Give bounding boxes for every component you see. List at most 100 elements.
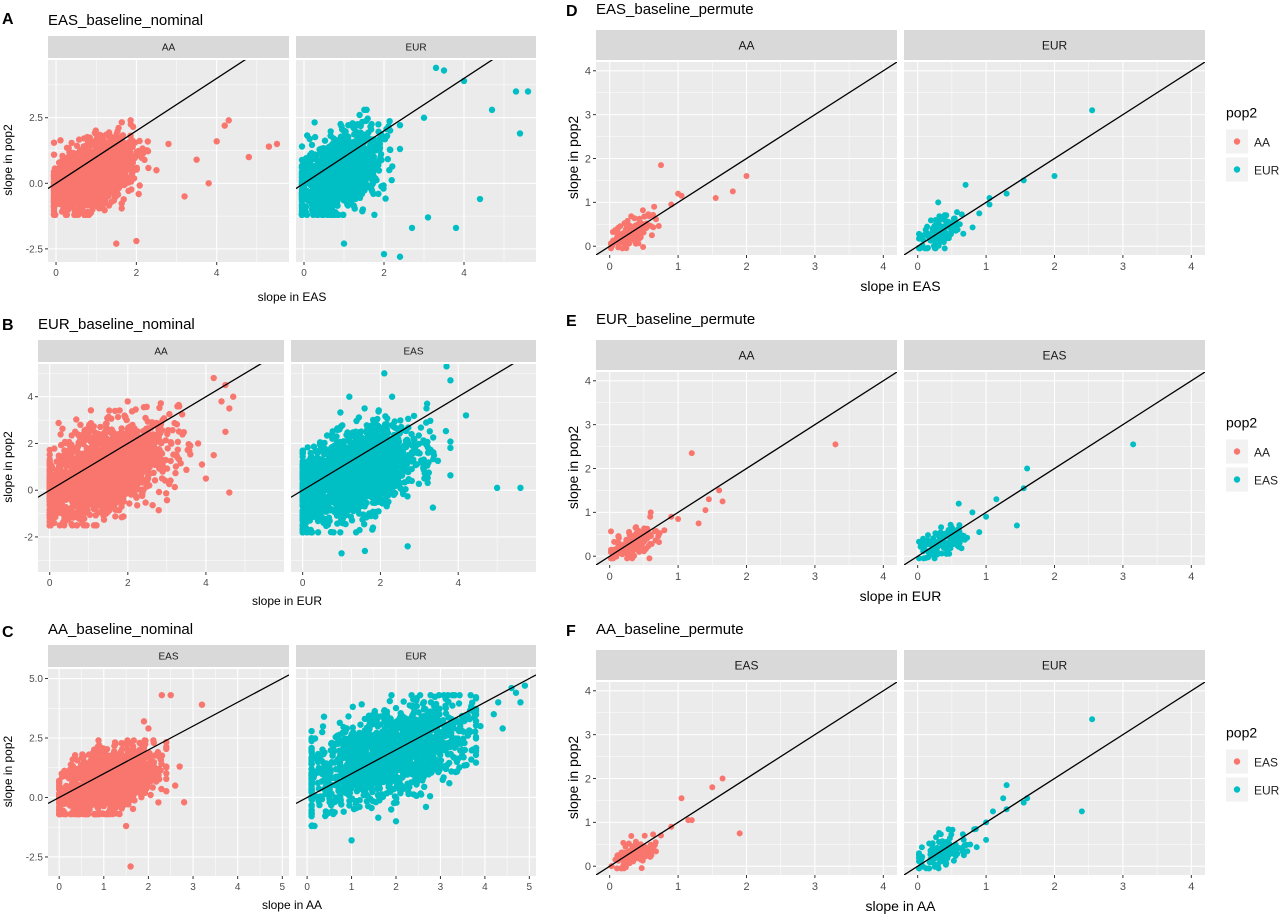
data-point [447, 438, 454, 445]
data-point [350, 154, 358, 161]
data-point [173, 452, 180, 459]
data-point [371, 211, 378, 218]
data-point [382, 195, 389, 202]
data-point [76, 512, 84, 520]
data-point [113, 131, 120, 138]
data-point [82, 190, 90, 197]
facet-aa: AA0 2 4-2.50.02.5 [26, 36, 289, 279]
data-point-outlier [488, 106, 496, 114]
data-point [56, 461, 63, 469]
data-point [92, 175, 99, 182]
facet-strip [38, 340, 284, 362]
data-point-outlier [210, 374, 217, 382]
data-point [90, 189, 97, 196]
data-point-outlier [273, 140, 281, 148]
data-point [58, 476, 65, 483]
data-point [55, 159, 63, 166]
data-point [121, 480, 129, 487]
data-point [388, 177, 395, 184]
data-point [91, 193, 99, 201]
data-point [97, 423, 104, 431]
data-point [136, 137, 143, 145]
data-point [368, 120, 375, 128]
data-point [143, 477, 151, 485]
data-point-outlier [165, 140, 172, 148]
data-point [323, 174, 330, 181]
data-point [298, 195, 306, 203]
data-point [169, 427, 176, 434]
data-point [67, 452, 74, 459]
data-point [103, 466, 111, 474]
data-point [149, 502, 156, 509]
data-point [173, 421, 181, 428]
data-point [73, 495, 80, 502]
data-point [340, 181, 348, 189]
data-point [310, 180, 317, 187]
data-point [179, 411, 186, 418]
data-point [340, 194, 347, 201]
data-point [311, 133, 319, 141]
data-point [387, 146, 394, 154]
data-point [298, 179, 306, 187]
data-point [53, 199, 60, 206]
data-point-outlier [524, 88, 532, 95]
data-point [46, 466, 53, 473]
data-point [81, 437, 89, 444]
data-point [139, 490, 146, 497]
data-point [298, 143, 306, 150]
data-point [128, 408, 136, 415]
data-point [106, 492, 114, 499]
data-point [118, 119, 126, 126]
data-point [46, 496, 53, 504]
data-point [136, 182, 143, 189]
panel-tag: A [2, 11, 14, 28]
data-point [82, 503, 89, 511]
data-point [309, 188, 317, 195]
data-point [105, 129, 113, 136]
data-point [333, 180, 340, 188]
data-point [74, 198, 81, 206]
data-point [100, 505, 107, 512]
data-point [369, 159, 376, 166]
data-point [138, 154, 145, 161]
data-point [359, 188, 366, 195]
data-point [302, 158, 310, 166]
panel-tag: B [2, 317, 14, 334]
data-point-outlier [226, 405, 233, 412]
data-point [144, 138, 151, 145]
data-point [118, 503, 125, 510]
data-point [58, 504, 65, 512]
data-point-outlier [194, 440, 202, 447]
data-point [323, 159, 331, 167]
data-point [352, 159, 359, 166]
data-point [359, 118, 366, 126]
data-point-outlier [205, 180, 212, 187]
data-point [144, 432, 151, 439]
x-tick-label: 0 [301, 268, 307, 279]
data-point [112, 175, 120, 182]
x-tick-label: 2 [134, 268, 140, 279]
data-point [57, 137, 64, 144]
data-point [116, 163, 123, 171]
data-point [55, 452, 62, 459]
data-point [50, 151, 58, 158]
data-point [302, 203, 309, 210]
data-point [75, 439, 82, 446]
data-point [68, 139, 75, 147]
data-point [55, 419, 62, 427]
data-point [321, 137, 329, 144]
data-point [166, 410, 173, 418]
data-point [356, 111, 363, 119]
data-point-outlier [210, 451, 217, 459]
data-point [77, 507, 85, 514]
x-tick-label: 2 [125, 578, 131, 589]
data-point [54, 491, 61, 498]
data-point [298, 170, 306, 177]
data-point [327, 128, 334, 135]
facet-strip-label: AA [162, 43, 176, 54]
